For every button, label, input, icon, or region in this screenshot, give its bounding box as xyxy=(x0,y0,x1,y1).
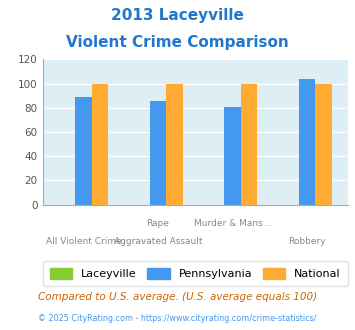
Text: Robbery: Robbery xyxy=(288,237,326,246)
Bar xyxy=(315,83,332,205)
Text: Violent Crime Comparison: Violent Crime Comparison xyxy=(66,35,289,50)
Text: Murder & Mans...: Murder & Mans... xyxy=(194,219,271,228)
Text: All Violent Crime: All Violent Crime xyxy=(46,237,121,246)
Bar xyxy=(224,107,241,205)
Text: Compared to U.S. average. (U.S. average equals 100): Compared to U.S. average. (U.S. average … xyxy=(38,292,317,302)
Legend: Laceyville, Pennsylvania, National: Laceyville, Pennsylvania, National xyxy=(43,261,348,286)
Bar xyxy=(299,79,315,205)
Text: © 2025 CityRating.com - https://www.cityrating.com/crime-statistics/: © 2025 CityRating.com - https://www.city… xyxy=(38,314,317,323)
Text: Aggravated Assault: Aggravated Assault xyxy=(114,237,202,246)
Bar xyxy=(75,97,92,205)
Bar xyxy=(166,83,182,205)
Text: 2013 Laceyville: 2013 Laceyville xyxy=(111,8,244,23)
Text: Rape: Rape xyxy=(147,219,169,228)
Bar xyxy=(241,83,257,205)
Bar xyxy=(92,83,108,205)
Bar xyxy=(150,101,166,205)
